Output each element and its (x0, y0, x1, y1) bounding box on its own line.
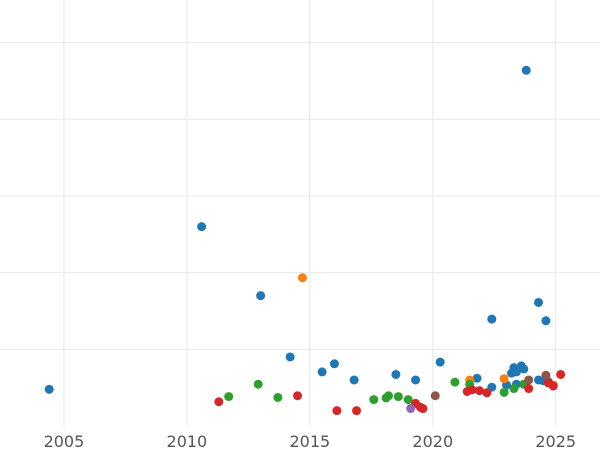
data-point-green (253, 379, 263, 389)
data-point-green (224, 392, 234, 402)
data-point-blue (349, 375, 359, 385)
data-point-green (393, 392, 403, 402)
x-tick-label: 2010 (167, 432, 208, 450)
data-point-blue (256, 291, 266, 301)
data-point-blue (534, 297, 544, 307)
data-point-blue (317, 367, 327, 377)
data-point-blue (44, 384, 54, 394)
data-point-blue (391, 369, 401, 379)
data-point-green (403, 395, 413, 405)
x-tick-label: 2005 (44, 432, 85, 450)
data-point-red (482, 388, 492, 398)
data-point-green (369, 395, 379, 405)
x-tick-label: 2020 (412, 432, 453, 450)
data-point-blue (521, 65, 531, 75)
data-point-red (214, 397, 224, 407)
data-point-purple (406, 404, 416, 414)
data-point-brown (524, 375, 534, 385)
data-point-green (499, 387, 509, 397)
grid-layer (0, 0, 600, 426)
data-point-brown (430, 391, 440, 401)
data-point-blue (487, 314, 497, 324)
data-point-blue (511, 367, 521, 377)
data-point-orange (499, 374, 509, 384)
x-tick-label: 2025 (535, 432, 576, 450)
x-tick-label: 2015 (289, 432, 330, 450)
data-point-red (524, 384, 534, 394)
data-point-blue (411, 375, 421, 385)
data-points (44, 65, 566, 416)
data-point-green (450, 377, 460, 387)
data-point-green (509, 384, 519, 394)
data-point-blue (472, 373, 482, 383)
data-point-red (352, 406, 362, 416)
data-point-red (293, 391, 303, 401)
x-axis-tick-labels: 2005 2010 2015 2020 2025 (44, 432, 577, 450)
data-point-orange (297, 273, 307, 283)
data-point-blue (541, 316, 551, 326)
data-point-blue (519, 364, 529, 374)
data-point-blue (285, 352, 295, 362)
data-point-blue (329, 359, 339, 369)
data-point-green (273, 392, 283, 402)
data-point-red (467, 385, 477, 395)
data-point-red (556, 369, 566, 379)
data-point-blue (197, 222, 207, 232)
data-point-red (475, 386, 485, 396)
data-point-red (548, 381, 558, 391)
data-point-green (384, 391, 394, 401)
data-point-red (332, 406, 342, 416)
data-point-red (418, 404, 428, 414)
data-point-blue (435, 357, 445, 367)
data-point-brown (541, 370, 551, 380)
